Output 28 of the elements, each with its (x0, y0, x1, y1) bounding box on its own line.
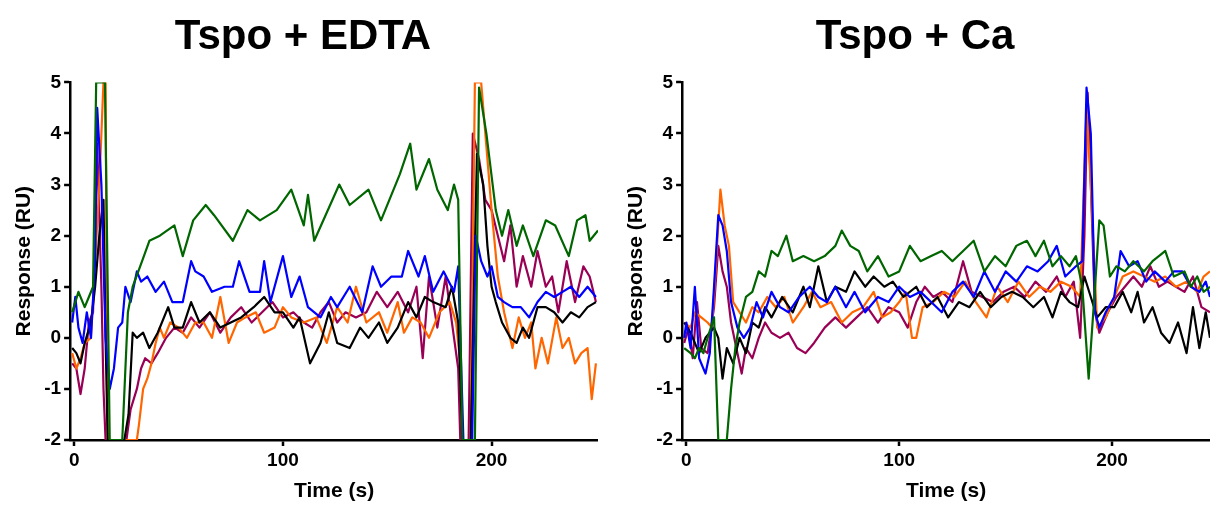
y-tick-label: 5 (662, 70, 674, 92)
x-tick-label: 100 (267, 448, 299, 470)
y-axis-title: Response (RU) (623, 185, 647, 337)
y-tick-label: 2 (50, 223, 62, 245)
y-tick-label: 5 (50, 70, 62, 92)
y-tick-label: 3 (662, 172, 674, 194)
chart-title: Tspo + EDTA (174, 10, 432, 58)
y-tick-label: 4 (662, 121, 674, 143)
chart-title: Tspo + Ca (815, 10, 1016, 58)
y-tick-label: 1 (50, 274, 62, 296)
y-tick-label: 4 (50, 121, 62, 143)
x-tick-label: 100 (883, 448, 916, 470)
y-tick-label: -1 (656, 377, 674, 399)
y-tick-label: 2 (662, 223, 674, 245)
x-axis-title: Time (s) (293, 478, 375, 502)
y-axis-title: Response (RU) (11, 185, 35, 337)
y-tick-label: -2 (656, 428, 674, 450)
x-axis-title: Time (s) (905, 478, 987, 502)
x-tick-label: 200 (475, 448, 508, 470)
y-tick-label: 3 (50, 172, 62, 194)
y-tick-label: -2 (44, 428, 62, 450)
x-tick-label: 200 (1096, 448, 1128, 470)
x-tick-label: 0 (68, 448, 80, 470)
y-tick-label: -1 (44, 377, 62, 399)
y-tick-label: 1 (662, 274, 674, 296)
y-tick-label: 0 (662, 326, 674, 348)
x-tick-label: 0 (681, 448, 692, 470)
y-tick-label: 0 (50, 326, 62, 348)
